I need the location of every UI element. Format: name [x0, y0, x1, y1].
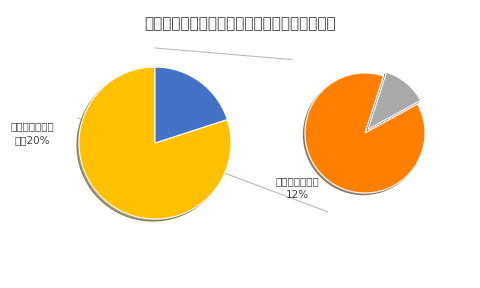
Text: 上下水道局利用者アンケートの満足度調査結果: 上下水道局利用者アンケートの満足度調査結果 — [144, 16, 336, 31]
Wedge shape — [79, 67, 231, 219]
Text: 対応が早かった
12%: 対応が早かった 12% — [275, 176, 319, 200]
Wedge shape — [305, 73, 425, 193]
Wedge shape — [155, 67, 228, 143]
Text: 窓口、電話対応
が親切88%: 窓口、電話対応 が親切88% — [351, 103, 395, 127]
Text: どちらともいえ
ない20%: どちらともいえ ない20% — [10, 121, 54, 145]
Text: 満足、どちらか
といえば満足
80%: 満足、どちらか といえば満足 80% — [161, 114, 205, 152]
Wedge shape — [368, 72, 420, 129]
